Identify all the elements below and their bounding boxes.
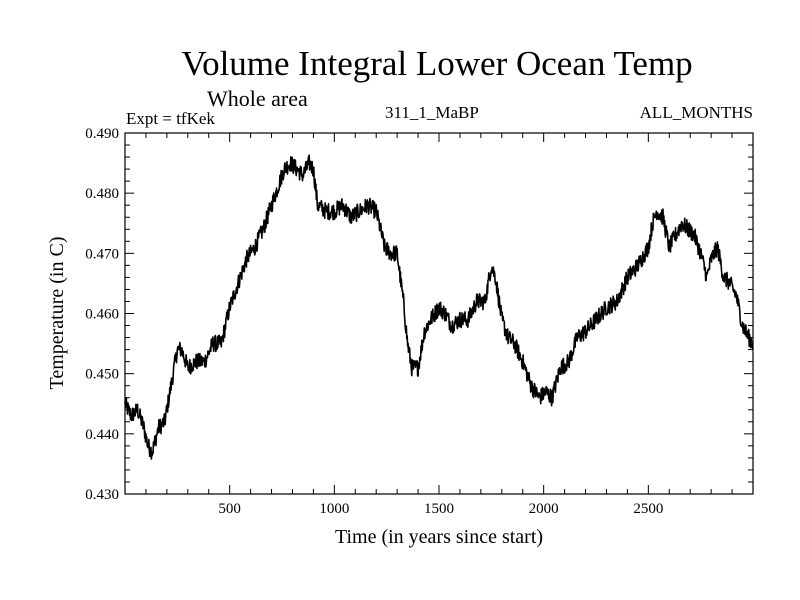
- plot-frame: [124, 132, 754, 495]
- chart-subtitle: Whole area: [207, 86, 308, 111]
- y-axis-label: Temperature (in C): [46, 237, 68, 390]
- y-tick-label: 0.440: [85, 427, 119, 443]
- series-line-0: [124, 154, 754, 460]
- y-tick-label: 0.490: [85, 126, 119, 142]
- y-tick-label: 0.470: [85, 246, 119, 262]
- y-tick-label: 0.460: [85, 307, 119, 323]
- x-tick-label: 2500: [633, 501, 663, 517]
- y-tick-label: 0.480: [85, 186, 119, 202]
- chart-title: Volume Integral Lower Ocean Temp: [181, 44, 693, 83]
- x-tick-label: 1000: [319, 501, 349, 517]
- x-axis-label: Time (in years since start): [335, 526, 543, 548]
- x-tick-label: 500: [218, 501, 241, 517]
- axis-tick-labels: 500 1000 1500 2000 2500 0.430 0.440 0.450 0.460 0…: [85, 126, 663, 517]
- experiment-label: Expt = tfKek: [126, 109, 215, 128]
- series-group: [124, 154, 754, 460]
- y-tick-label: 0.450: [85, 367, 119, 383]
- run-label: 311_1_MaBP: [385, 103, 479, 122]
- x-tick-label: 1500: [424, 501, 454, 517]
- axis-ticks: [125, 133, 753, 494]
- months-label: ALL_MONTHS: [639, 103, 753, 122]
- x-tick-label: 2000: [529, 501, 559, 517]
- y-tick-label: 0.430: [85, 487, 119, 503]
